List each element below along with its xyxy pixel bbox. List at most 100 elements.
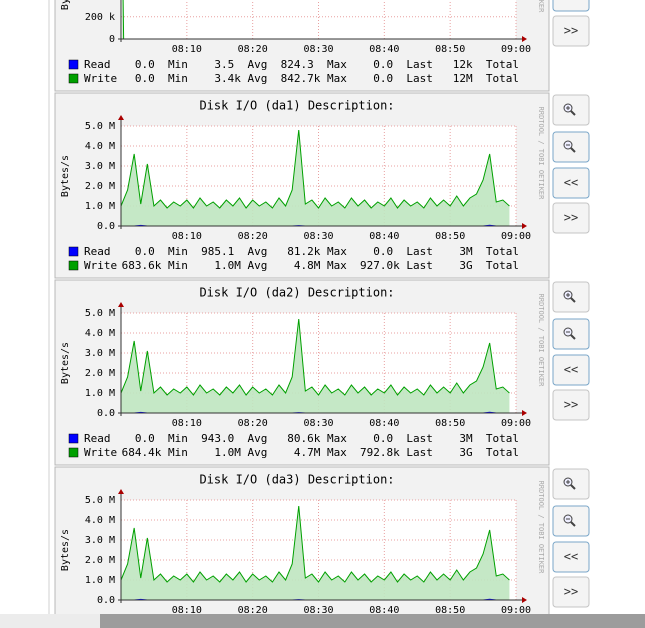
y-axis-label: Bytes/s xyxy=(60,155,71,197)
x-tick-label: 08:40 xyxy=(369,418,399,429)
y-axis-label: Bytes/s xyxy=(60,529,71,571)
button[interactable] xyxy=(552,0,590,12)
y-tick-label: 2.0 M xyxy=(85,555,115,566)
y-tick-label: 4.0 M xyxy=(85,141,115,152)
button-label[interactable]: >> xyxy=(564,24,578,38)
chart-title: Disk I/O (da1) Description: xyxy=(199,99,394,113)
x-tick-label: 08:50 xyxy=(435,605,465,616)
legend-swatch xyxy=(68,433,79,444)
legend-label: Read xyxy=(84,245,111,258)
axis-arrow xyxy=(522,36,527,42)
button-label[interactable]: << xyxy=(564,176,578,190)
legend-swatch xyxy=(68,260,79,271)
button[interactable] xyxy=(552,389,590,421)
axis-arrow xyxy=(118,115,124,120)
plot xyxy=(121,129,510,226)
zoom-icon xyxy=(570,334,576,340)
x-tick-label: 08:30 xyxy=(303,44,333,55)
legend-stats: 684.4k Min 1.0M Avg 4.7M Max 792.8k Last… xyxy=(122,446,519,459)
axis-arrow xyxy=(118,302,124,307)
x-tick-label: 09:00 xyxy=(501,44,531,55)
series-line xyxy=(121,505,510,583)
chart-title: Disk I/O (da3) Description: xyxy=(199,473,394,487)
watermark: RRDTOOL / TOBI OETIKER xyxy=(537,0,545,13)
x-tick-label: 08:10 xyxy=(172,44,202,55)
x-tick-label: 09:00 xyxy=(501,418,531,429)
legend-stats: 0.0 Min 3.5 Avg 824.3 Max 0.0 Last 12k T… xyxy=(135,58,519,71)
x-tick-label: 08:50 xyxy=(435,44,465,55)
x-tick-label: 08:10 xyxy=(172,605,202,616)
y-axis-label: Bytes/s xyxy=(60,0,71,10)
y-tick-label: 4.0 M xyxy=(85,515,115,526)
legend-stats: 683.6k Min 1.0M Avg 4.8M Max 927.0k Last… xyxy=(122,259,519,272)
button[interactable] xyxy=(552,576,590,608)
legend-stats: 0.0 Min 3.4k Avg 842.7k Max 0.0 Last 12M… xyxy=(135,72,519,85)
legend-swatch xyxy=(68,73,79,84)
x-tick-label: 09:00 xyxy=(501,605,531,616)
legend-swatch xyxy=(68,447,79,458)
series-line xyxy=(121,129,510,209)
legend-label: Read xyxy=(84,58,111,71)
button[interactable] xyxy=(552,167,590,199)
x-tick-label: 08:10 xyxy=(172,418,202,429)
y-tick-label: 1.0 M xyxy=(85,388,115,399)
area-fill xyxy=(121,130,510,226)
x-tick-label: 08:30 xyxy=(303,418,333,429)
button[interactable] xyxy=(552,541,590,573)
x-tick-label: 08:50 xyxy=(435,418,465,429)
zoom-icon xyxy=(570,110,576,116)
button-label[interactable]: << xyxy=(564,550,578,564)
x-tick-label: 08:20 xyxy=(238,44,268,55)
chart-title: Disk I/O (da2) Description: xyxy=(199,286,394,300)
legend-label: Read xyxy=(84,432,111,445)
axis-arrow xyxy=(522,223,527,229)
y-tick-label: 3.0 M xyxy=(85,535,115,546)
legend-swatch xyxy=(68,59,79,70)
button-label[interactable]: >> xyxy=(564,211,578,225)
y-tick-label: 0 xyxy=(109,34,115,45)
y-tick-label: 5.0 M xyxy=(85,495,115,506)
button-label[interactable]: << xyxy=(564,0,578,3)
y-tick-label: 1.0 M xyxy=(85,201,115,212)
watermark: RRDTOOL / TOBI OETIKER xyxy=(537,107,545,201)
button-label[interactable]: >> xyxy=(564,585,578,599)
x-tick-label: 08:50 xyxy=(435,231,465,242)
zoom-icon xyxy=(570,521,576,527)
x-tick-label: 08:20 xyxy=(238,605,268,616)
area-fill xyxy=(121,319,510,413)
button-label[interactable]: << xyxy=(564,363,578,377)
y-tick-label: 2.0 M xyxy=(85,181,115,192)
x-tick-label: 08:40 xyxy=(369,44,399,55)
y-tick-label: 5.0 M xyxy=(85,121,115,132)
y-tick-label: 0.0 xyxy=(97,408,115,419)
x-tick-label: 08:30 xyxy=(303,231,333,242)
legend-swatch xyxy=(68,246,79,257)
zoom-icon xyxy=(570,147,576,153)
button[interactable] xyxy=(552,202,590,234)
axis-arrow xyxy=(522,410,527,416)
legend-label: Write xyxy=(84,72,117,85)
y-tick-label: 2.0 M xyxy=(85,368,115,379)
y-tick-label: 4.0 M xyxy=(85,328,115,339)
zoom-icon xyxy=(570,297,576,303)
axis-arrow xyxy=(118,489,124,494)
x-tick-label: 08:20 xyxy=(238,231,268,242)
x-tick-label: 08:30 xyxy=(303,605,333,616)
y-axis-label: Bytes/s xyxy=(60,342,71,384)
scrollbar-track xyxy=(0,614,100,628)
x-tick-label: 08:10 xyxy=(172,231,202,242)
legend-label: Write xyxy=(84,446,117,459)
x-tick-label: 09:00 xyxy=(501,231,531,242)
legend-stats: 0.0 Min 943.0 Avg 80.6k Max 0.0 Last 3M … xyxy=(135,432,519,445)
legend-stats: 0.0 Min 985.1 Avg 81.2k Max 0.0 Last 3M … xyxy=(135,245,519,258)
y-tick-label: 3.0 M xyxy=(85,348,115,359)
zoom-icon xyxy=(570,484,576,490)
button[interactable] xyxy=(552,354,590,386)
y-tick-label: 5.0 M xyxy=(85,308,115,319)
y-tick-label: 0.0 xyxy=(97,221,115,232)
button[interactable] xyxy=(552,15,590,47)
scrollbar-thumb[interactable] xyxy=(100,614,645,628)
button-label[interactable]: >> xyxy=(564,398,578,412)
watermark: RRDTOOL / TOBI OETIKER xyxy=(537,481,545,575)
